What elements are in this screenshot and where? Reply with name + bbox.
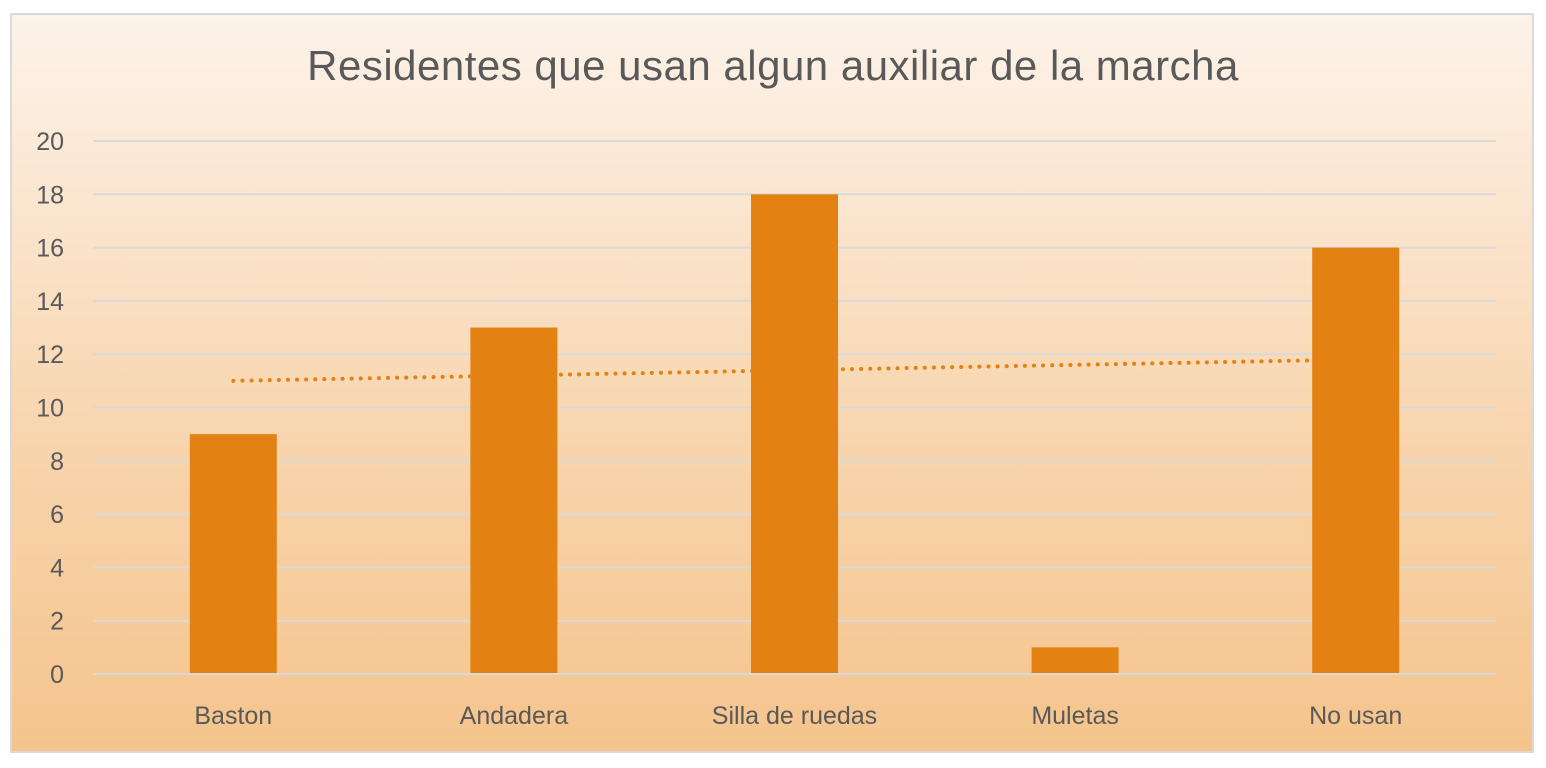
bar — [189, 434, 277, 674]
chart-title: Residentes que usan algun auxiliar de la… — [307, 42, 1239, 89]
y-tick-label: 16 — [36, 235, 64, 263]
y-tick-label: 20 — [36, 128, 64, 156]
x-tick-label: Andadera — [460, 702, 569, 730]
x-tick-label: Muletas — [1031, 702, 1119, 730]
y-tick-label: 6 — [50, 501, 64, 529]
bar — [1312, 247, 1400, 674]
bar — [751, 194, 838, 675]
x-tick-label: Baston — [194, 702, 272, 730]
y-tick-label: 14 — [36, 288, 64, 316]
y-tick-label: 10 — [36, 395, 64, 423]
y-tick-label: 8 — [50, 448, 64, 476]
y-tick-label: 2 — [50, 608, 64, 636]
x-tick-label: No usan — [1309, 702, 1402, 730]
y-tick-label: 18 — [36, 181, 64, 209]
bar — [1031, 647, 1119, 674]
y-tick-label: 4 — [50, 554, 64, 582]
trendline — [231, 357, 1358, 383]
y-tick-label: 0 — [50, 661, 64, 689]
bar — [470, 327, 558, 674]
x-tick-label: Silla de ruedas — [712, 702, 877, 730]
y-tick-label: 12 — [36, 341, 64, 369]
